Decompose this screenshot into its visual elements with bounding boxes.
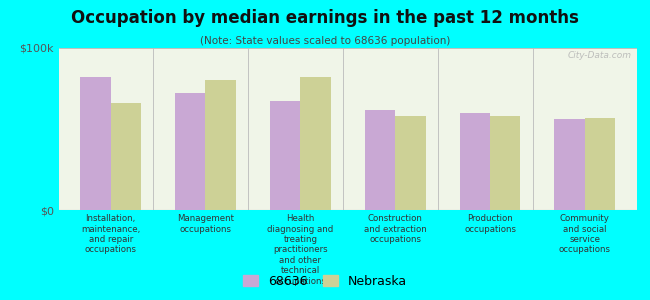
Bar xyxy=(300,77,331,210)
Bar xyxy=(270,101,300,210)
Bar xyxy=(395,116,426,210)
Bar xyxy=(111,103,141,210)
Text: (Note: State values scaled to 68636 population): (Note: State values scaled to 68636 popu… xyxy=(200,36,450,46)
Text: Occupation by median earnings in the past 12 months: Occupation by median earnings in the pas… xyxy=(71,9,579,27)
Text: City-Data.com: City-Data.com xyxy=(567,51,631,60)
Bar xyxy=(460,113,490,210)
Bar xyxy=(205,80,236,210)
Bar xyxy=(81,77,110,210)
Bar xyxy=(175,93,205,210)
Bar xyxy=(554,119,585,210)
Legend: 68636, Nebraska: 68636, Nebraska xyxy=(243,275,407,288)
Bar xyxy=(585,118,615,210)
Bar xyxy=(365,110,395,210)
Bar xyxy=(490,116,521,210)
